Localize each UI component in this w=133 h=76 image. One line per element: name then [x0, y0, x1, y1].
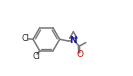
- Text: O: O: [76, 50, 83, 59]
- Text: Cl: Cl: [32, 52, 40, 61]
- Text: Cl: Cl: [22, 34, 30, 43]
- Text: N: N: [69, 36, 77, 45]
